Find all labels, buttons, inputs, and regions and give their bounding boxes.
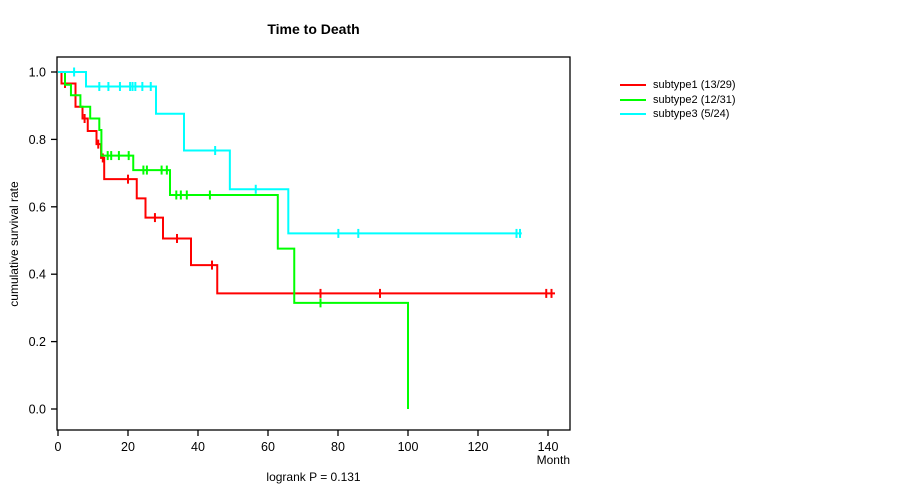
survival-curve-2 (58, 71, 409, 409)
x-axis-title: Month (536, 453, 570, 467)
y-axis-tick-label: 0.0 (29, 403, 46, 417)
x-axis-tick-label: 100 (398, 440, 419, 454)
legend-row-subtype2: subtype2 (12/31) (620, 93, 736, 108)
footnote-logrank: logrank P = 0.131 (266, 470, 361, 484)
x-axis-tick-label: 140 (538, 440, 559, 454)
survival-curve-1 (58, 71, 555, 295)
chart-title: Time to Death (267, 21, 360, 37)
legend-label-subtype1: subtype1 (13/29) (653, 79, 736, 92)
legend-line-swatch-subtype1 (620, 84, 646, 87)
plot-border (56, 56, 571, 431)
legend-line-swatch-subtype2 (620, 98, 646, 101)
x-axis-tick-label: 40 (191, 440, 205, 454)
y-axis-tick-label: 0.4 (29, 268, 46, 282)
x-axis-tick-label: 20 (121, 440, 135, 454)
legend-label-subtype3: subtype3 (5/24) (653, 108, 730, 121)
legend-row-subtype3: subtype3 (5/24) (620, 107, 736, 122)
x-axis-tick-label: 0 (55, 440, 62, 454)
y-axis-tick-label: 0.6 (29, 200, 46, 214)
x-axis-tick-label: 60 (261, 440, 275, 454)
legend: subtype1 (13/29) subtype2 (12/31) subtyp… (620, 78, 736, 122)
legend-row-subtype1: subtype1 (13/29) (620, 78, 736, 93)
legend-line-swatch-subtype3 (620, 113, 646, 116)
y-axis-tick-label: 1.0 (29, 66, 46, 80)
y-axis-tick-label: 0.8 (29, 133, 46, 147)
y-axis-tick-label: 0.2 (29, 335, 46, 349)
x-axis-tick-label: 120 (468, 440, 489, 454)
survival-curve-3 (58, 71, 522, 235)
x-axis-tick-label: 80 (331, 440, 345, 454)
legend-label-subtype2: subtype2 (12/31) (653, 93, 736, 106)
